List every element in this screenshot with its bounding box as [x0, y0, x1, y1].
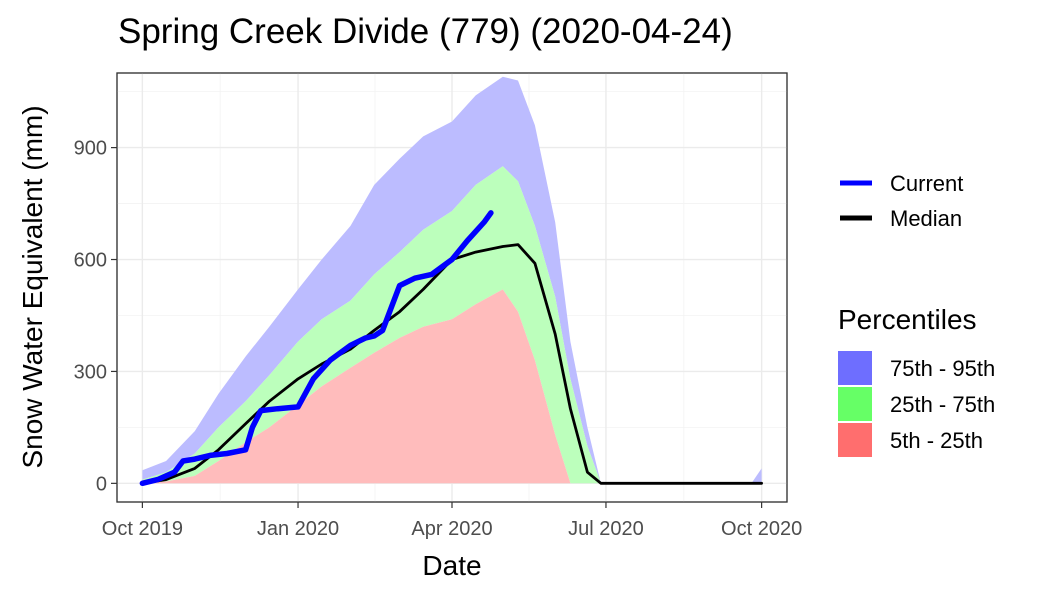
x-tick-label: Oct 2020: [721, 518, 802, 540]
x-tick-label: Oct 2019: [102, 518, 183, 540]
series-line-current: [139, 210, 494, 487]
series-lines: [139, 210, 763, 487]
y-axis: 0 300 600 900: [74, 138, 117, 495]
legend-percentiles: Percentiles 75th - 95th 25th - 75th 5th …: [838, 304, 995, 457]
legend-lines: Current Median: [840, 171, 963, 231]
y-tick-label: 300: [74, 361, 107, 383]
x-axis: Oct 2019 Jan 2020 Apr 2020 Jul 2020 Oct 2020: [102, 502, 802, 540]
x-axis-title: Date: [422, 550, 481, 581]
y-axis-title: Snow Water Equivalent (mm): [17, 105, 48, 468]
chart-title: Spring Creek Divide (779) (2020-04-24): [118, 12, 733, 51]
band-75-95: [142, 76, 762, 484]
legend-label-median: Median: [890, 206, 962, 231]
y-tick-label: 0: [96, 473, 107, 495]
legend-key-5-25: [838, 423, 872, 457]
band-5-25: [142, 289, 762, 484]
x-tick-label: Jan 2020: [257, 518, 339, 540]
y-tick-label: 900: [74, 138, 107, 160]
legend-label-5-25: 5th - 25th: [890, 428, 983, 453]
legend-label-75-95: 75th - 95th: [890, 356, 995, 381]
legend-title-percentiles: Percentiles: [838, 304, 977, 335]
series-line-median: [141, 243, 763, 485]
legend-label-25-75: 25th - 75th: [890, 392, 995, 417]
x-tick-label: Apr 2020: [411, 518, 492, 540]
legend-key-25-75: [838, 387, 872, 421]
x-tick-label: Jul 2020: [568, 518, 644, 540]
y-tick-label: 600: [74, 250, 107, 272]
legend-key-75-95: [838, 351, 872, 385]
legend-label-current: Current: [890, 171, 963, 196]
